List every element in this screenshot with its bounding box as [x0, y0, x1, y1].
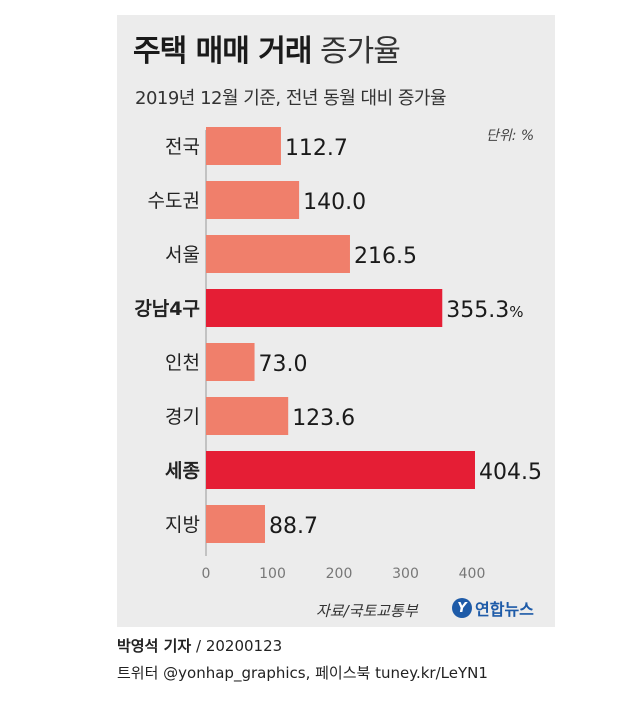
x-tick-label: 400	[459, 566, 486, 582]
value-label: 404.5	[479, 460, 542, 485]
bar-5	[206, 343, 255, 381]
yonhap-logo-icon: Y	[452, 598, 472, 618]
category-label: 서울	[165, 244, 200, 266]
value-label: 355.3%	[446, 298, 523, 323]
yonhap-logo: Y 연합뉴스	[452, 596, 534, 620]
bar-6	[206, 397, 289, 435]
author-name: 박영석 기자	[117, 637, 192, 655]
category-label: 경기	[165, 406, 200, 428]
value-label: 112.7	[285, 136, 348, 161]
category-label: 지방	[165, 514, 200, 536]
title-suffix: 증가율	[320, 34, 401, 69]
category-label: 세종	[165, 460, 200, 482]
value-label: 88.7	[269, 514, 318, 539]
value-label: 123.6	[292, 406, 355, 431]
bar-1	[206, 127, 281, 165]
credit-line: 박영석 기자 / 20200123	[117, 635, 282, 656]
x-tick-label: 200	[326, 566, 353, 582]
bar-7	[206, 451, 475, 489]
category-label: 인천	[165, 352, 200, 374]
unit-label: 단위: %	[486, 128, 535, 144]
category-label: 전국	[165, 136, 200, 158]
chart-subtitle: 2019년 12월 기준, 전년 동월 대비 증가율	[135, 88, 447, 109]
bar-2	[206, 181, 300, 219]
publish-date: / 20200123	[196, 637, 283, 655]
title-main: 주택 매매 거래	[133, 34, 312, 69]
x-tick-label: 0	[202, 566, 211, 582]
source-label: 자료/국토교통부	[316, 602, 418, 620]
category-label: 수도권	[148, 190, 200, 212]
social-line: 트위터 @yonhap_graphics, 페이스북 tuney.kr/LeYN…	[117, 664, 488, 682]
bar-3	[206, 235, 350, 273]
yonhap-logo-text: 연합뉴스	[475, 600, 534, 619]
value-label: 140.0	[303, 190, 366, 215]
chart-title: 주택 매매 거래 증가율	[133, 26, 401, 70]
bar-8	[206, 505, 265, 543]
bar-4	[206, 289, 443, 327]
value-label: 73.0	[259, 352, 308, 377]
value-unit-suffix: %	[509, 303, 523, 321]
x-tick-label: 100	[259, 566, 286, 582]
value-label: 216.5	[354, 244, 417, 269]
category-label: 강남4구	[134, 298, 200, 320]
x-tick-label: 300	[392, 566, 419, 582]
